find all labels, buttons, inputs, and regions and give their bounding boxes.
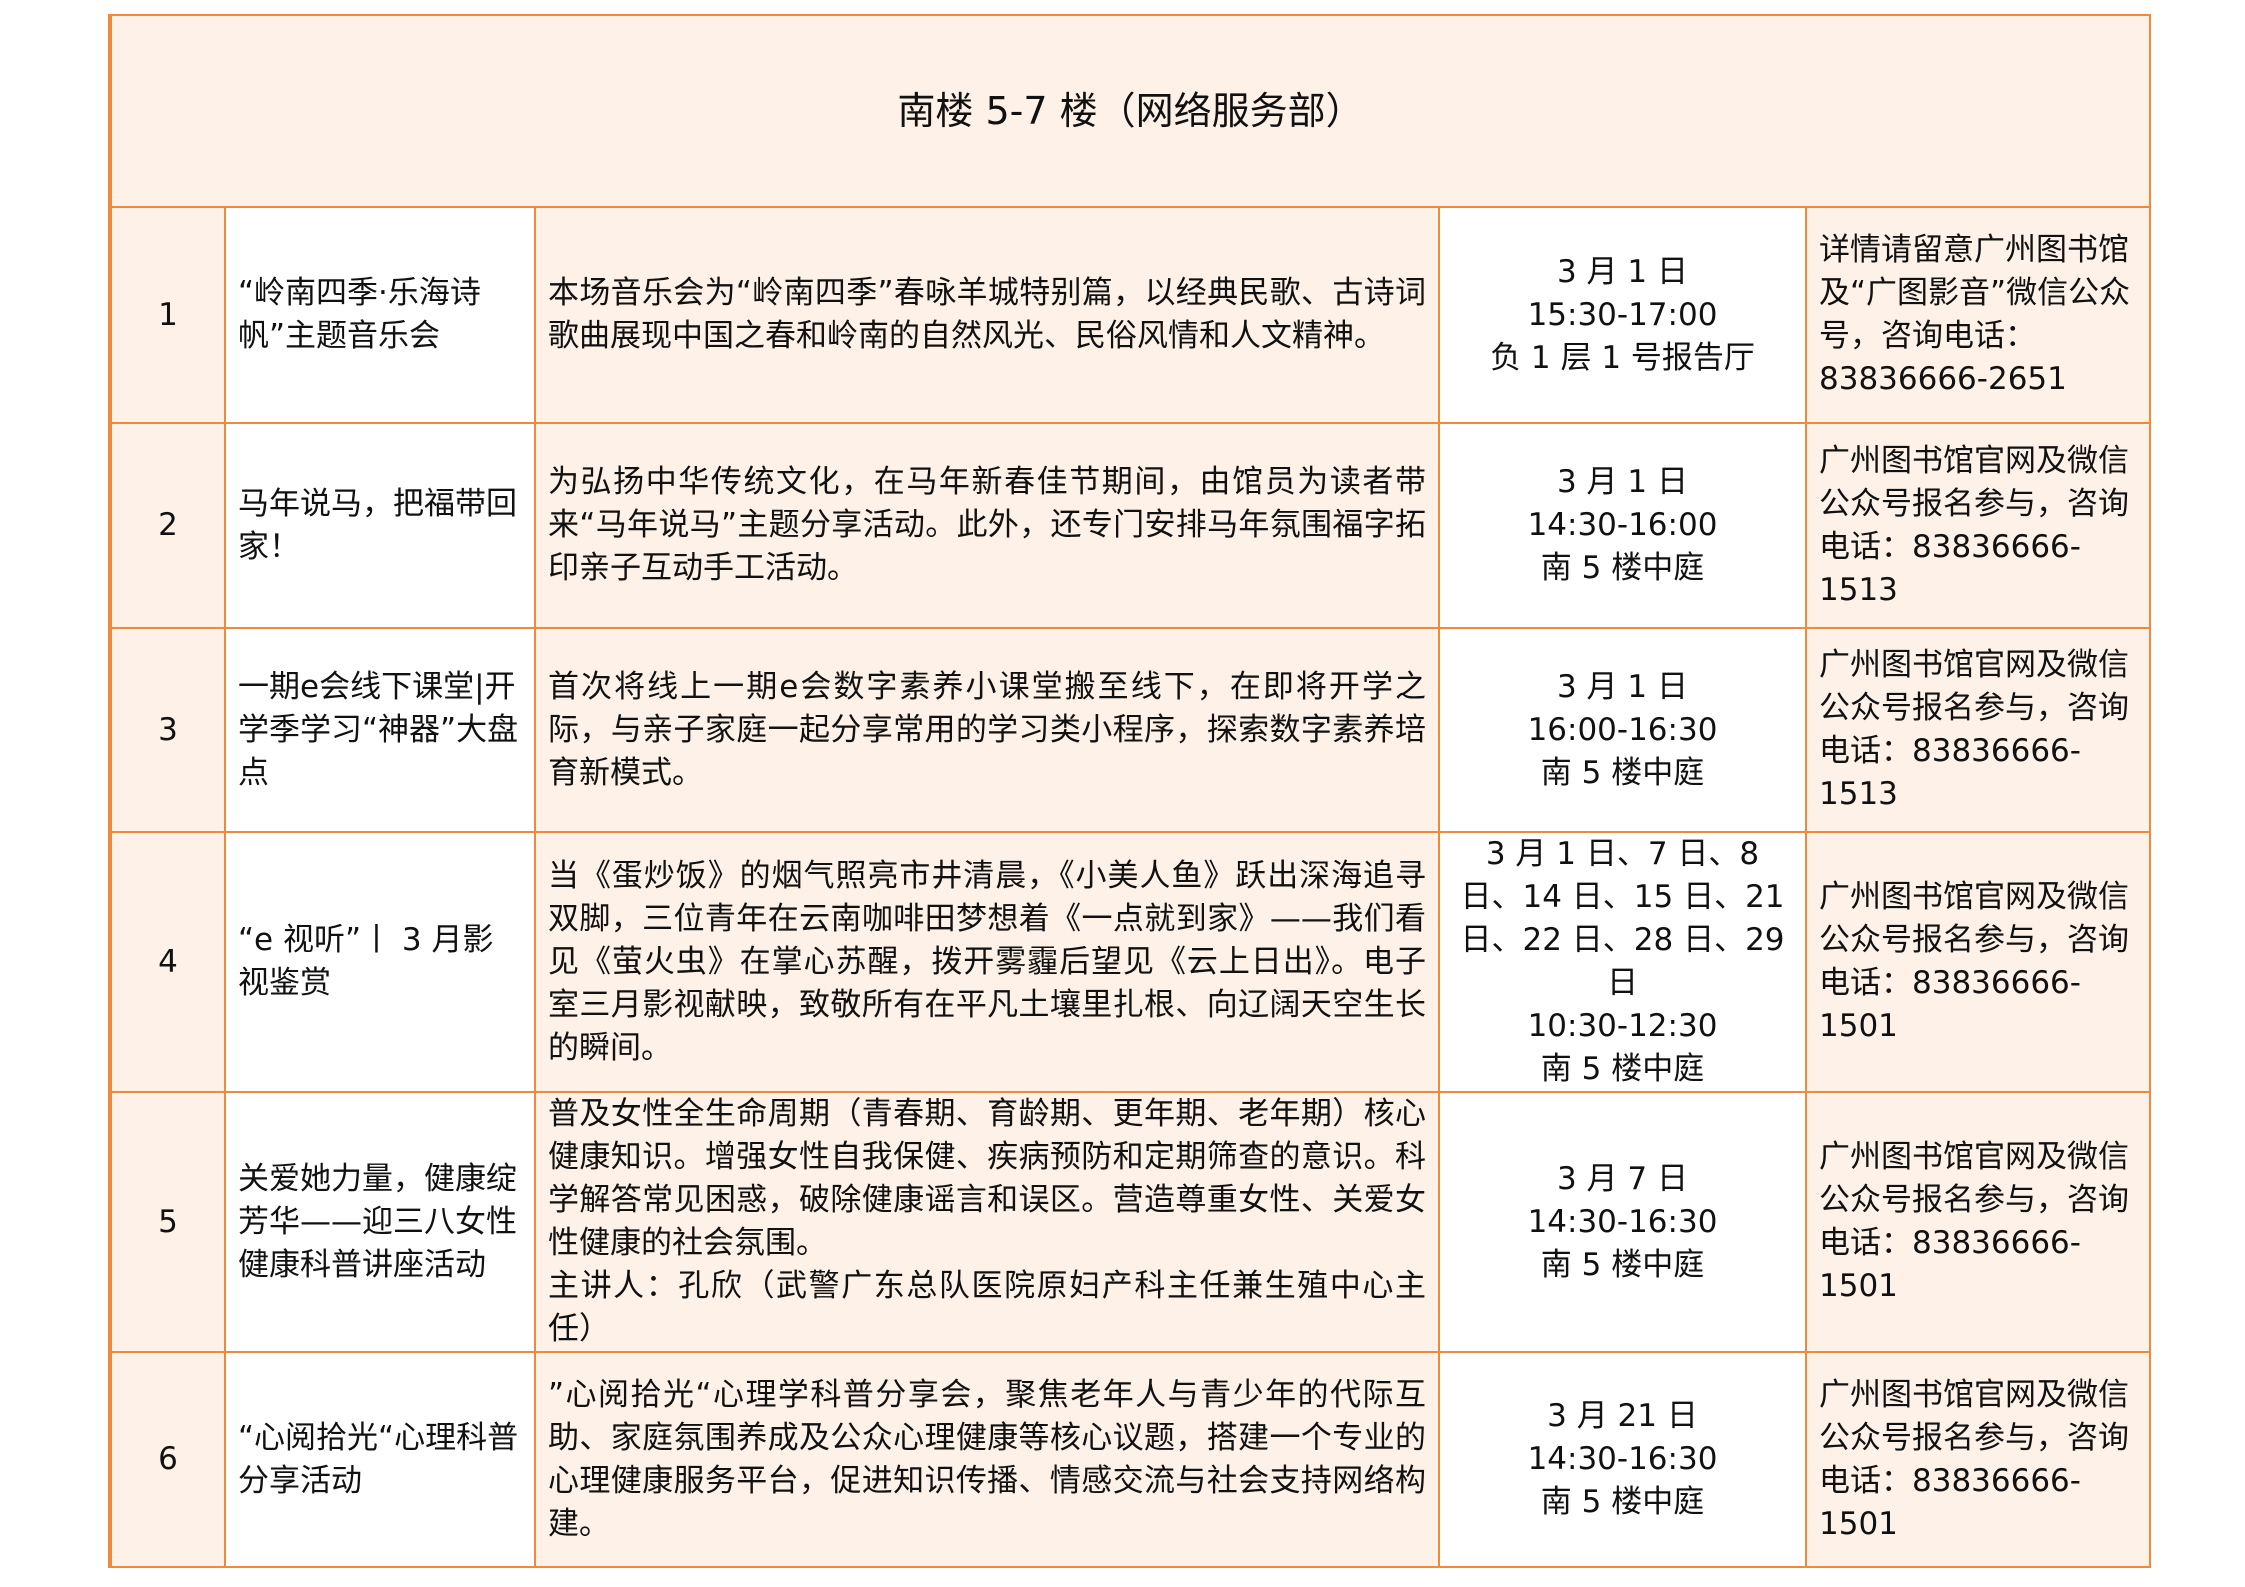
event-time-location: 3 月 7 日 14:30-16:30 南 5 楼中庭 [1438,1091,1807,1353]
event-contact: 广州图书馆官网及微信公众号报名参与，咨询电话：83836666-1501 [1804,831,2152,1093]
table-row: 6 “心阅拾光“心理科普分享活动 ”心阅拾光“心理学科普分享会，聚焦老年人与青少… [108,1351,2152,1568]
event-contact: 详情请留意广州图书馆及“广图影音”微信公众号，咨询电话：83836666-265… [1804,206,2152,424]
event-time-location: 3 月 21 日 14:30-16:30 南 5 楼中庭 [1438,1351,1807,1568]
row-number: 2 [108,422,226,629]
table-row: 3 一期e会线下课堂|开学季学习“神器”大盘点 首次将线上一期e会数字素养小课堂… [108,627,2152,833]
event-description: ”心阅拾光“心理学科普分享会，聚焦老年人与青少年的代际互助、家庭氛围养成及公众心… [534,1351,1440,1568]
event-title: 关爱她力量，健康绽芳华——迎三八女性健康科普讲座活动 [224,1091,536,1353]
row-number: 1 [108,206,226,424]
event-description: 为弘扬中华传统文化，在马年新春佳节期间，由馆员为读者带来“马年说马”主题分享活动… [534,422,1440,629]
table-row: 2 马年说马，把福带回家！ 为弘扬中华传统文化，在马年新春佳节期间，由馆员为读者… [108,422,2152,629]
event-speaker: 主讲人：孔欣（武警广东总队医院原妇产科主任兼生殖中心主任） [548,1268,1426,1347]
table-row: 1 “岭南四季·乐海诗帆”主题音乐会 本场音乐会为“岭南四季”春咏羊城特别篇，以… [108,206,2152,424]
event-title: “岭南四季·乐海诗帆”主题音乐会 [224,206,536,424]
event-time-location: 3 月 1 日 16:00-16:30 南 5 楼中庭 [1438,627,1807,833]
event-time-location: 3 月 1 日 14:30-16:00 南 5 楼中庭 [1438,422,1807,629]
event-description-text: 普及女性全生命周期（青春期、育龄期、更年期、老年期）核心健康知识。增强女性自我保… [548,1096,1426,1261]
section-title: 南楼 5-7 楼（网络服务部） [107,14,2152,208]
event-description: 本场音乐会为“岭南四季”春咏羊城特别篇，以经典民歌、古诗词歌曲展现中国之春和岭南… [534,206,1440,424]
event-description: 首次将线上一期e会数字素养小课堂搬至线下，在即将开学之际，与亲子家庭一起分享常用… [534,627,1440,833]
event-contact: 广州图书馆官网及微信公众号报名参与，咨询电话：83836666-1513 [1804,422,2152,629]
table-row: 4 “e 视听”丨 3 月影视鉴赏 当《蛋炒饭》的烟气照亮市井清晨，《小美人鱼》… [108,831,2152,1093]
event-contact: 广州图书馆官网及微信公众号报名参与，咨询电话：83836666-1501 [1804,1091,2152,1353]
event-description: 当《蛋炒饭》的烟气照亮市井清晨，《小美人鱼》跃出深海追寻双脚，三位青年在云南咖啡… [534,831,1440,1093]
event-time-location: 3 月 1 日 15:30-17:00 负 1 层 1 号报告厅 [1438,206,1807,424]
event-title: “e 视听”丨 3 月影视鉴赏 [224,831,536,1093]
event-time-location: 3 月 1 日、7 日、8 日、14 日、15 日、21 日、22 日、28 日… [1438,831,1807,1093]
event-title: 一期e会线下课堂|开学季学习“神器”大盘点 [224,627,536,833]
row-number: 3 [108,627,226,833]
row-number: 6 [108,1351,226,1568]
row-number: 5 [108,1091,226,1353]
event-contact: 广州图书馆官网及微信公众号报名参与，咨询电话：83836666-1501 [1804,1351,2152,1568]
event-contact: 广州图书馆官网及微信公众号报名参与，咨询电话：83836666-1513 [1804,627,2152,833]
event-description: 普及女性全生命周期（青春期、育龄期、更年期、老年期）核心健康知识。增强女性自我保… [534,1091,1440,1353]
event-schedule-table: 南楼 5-7 楼（网络服务部） 1 “岭南四季·乐海诗帆”主题音乐会 本场音乐会… [107,14,2152,1568]
event-title: 马年说马，把福带回家！ [224,422,536,629]
event-title: “心阅拾光“心理科普分享活动 [224,1351,536,1568]
row-number: 4 [108,831,226,1093]
table-row: 5 关爱她力量，健康绽芳华——迎三八女性健康科普讲座活动 普及女性全生命周期（青… [108,1091,2152,1353]
